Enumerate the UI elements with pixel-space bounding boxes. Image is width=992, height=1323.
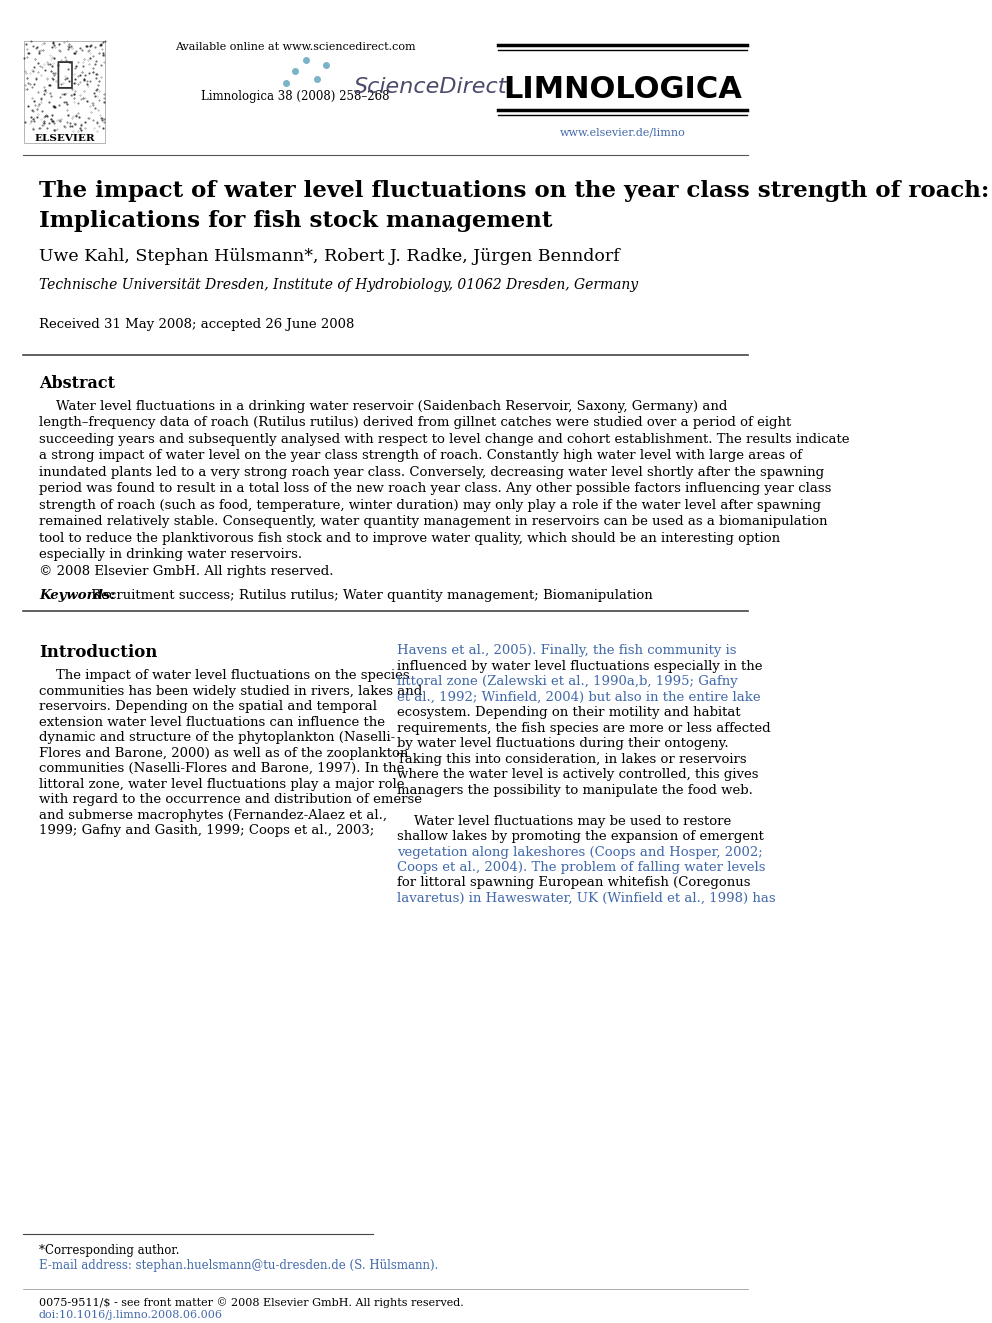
Text: 🌳: 🌳 xyxy=(56,61,73,90)
Text: ScienceDirect: ScienceDirect xyxy=(354,77,508,98)
Text: communities has been widely studied in rivers, lakes and: communities has been widely studied in r… xyxy=(39,684,423,697)
Text: managers the possibility to manipulate the food web.: managers the possibility to manipulate t… xyxy=(397,783,753,796)
Text: Received 31 May 2008; accepted 26 June 2008: Received 31 May 2008; accepted 26 June 2… xyxy=(39,318,354,331)
Text: tool to reduce the planktivorous fish stock and to improve water quality, which : tool to reduce the planktivorous fish st… xyxy=(39,532,780,545)
Text: ELSEVIER: ELSEVIER xyxy=(34,134,95,143)
Text: where the water level is actively controlled, this gives: where the water level is actively contro… xyxy=(397,769,758,781)
Text: by water level fluctuations during their ontogeny.: by water level fluctuations during their… xyxy=(397,737,728,750)
Text: Havens et al., 2005). Finally, the fish community is: Havens et al., 2005). Finally, the fish … xyxy=(397,644,736,658)
Text: length–frequency data of roach (Rutilus rutilus) derived from gillnet catches we: length–frequency data of roach (Rutilus … xyxy=(39,417,792,429)
Text: Uwe Kahl, Stephan Hülsmann*, Robert J. Radke, Jürgen Benndorf: Uwe Kahl, Stephan Hülsmann*, Robert J. R… xyxy=(39,247,620,265)
Text: communities (Naselli-Flores and Barone, 1997). In the: communities (Naselli-Flores and Barone, … xyxy=(39,762,405,775)
Text: Water level fluctuations in a drinking water reservoir (Saidenbach Reservoir, Sa: Water level fluctuations in a drinking w… xyxy=(39,400,727,413)
Text: remained relatively stable. Consequently, water quantity management in reservoir: remained relatively stable. Consequently… xyxy=(39,515,827,528)
Text: and submerse macrophytes (Fernandez-Alaez et al.,: and submerse macrophytes (Fernandez-Alae… xyxy=(39,808,387,822)
Text: The impact of water level fluctuations on the year class strength of roach:: The impact of water level fluctuations o… xyxy=(39,180,989,202)
Text: Abstract: Abstract xyxy=(39,374,115,392)
Text: ecosystem. Depending on their motility and habitat: ecosystem. Depending on their motility a… xyxy=(397,706,740,720)
Text: E-mail address: stephan.huelsmann@tu-dresden.de (S. Hülsmann).: E-mail address: stephan.huelsmann@tu-dre… xyxy=(39,1259,438,1273)
Text: influenced by water level fluctuations especially in the: influenced by water level fluctuations e… xyxy=(397,660,762,672)
Text: Introduction: Introduction xyxy=(39,644,158,662)
Text: Keywords:: Keywords: xyxy=(39,589,115,602)
Text: *Corresponding author.: *Corresponding author. xyxy=(39,1245,180,1257)
Text: especially in drinking water reservoirs.: especially in drinking water reservoirs. xyxy=(39,548,302,561)
Text: extension water level fluctuations can influence the: extension water level fluctuations can i… xyxy=(39,716,385,729)
Text: littoral zone, water level fluctuations play a major role: littoral zone, water level fluctuations … xyxy=(39,778,405,791)
Text: Available online at www.sciencedirect.com: Available online at www.sciencedirect.co… xyxy=(176,42,416,52)
Text: © 2008 Elsevier GmbH. All rights reserved.: © 2008 Elsevier GmbH. All rights reserve… xyxy=(39,565,333,578)
Text: doi:10.1016/j.limno.2008.06.006: doi:10.1016/j.limno.2008.06.006 xyxy=(39,1310,223,1320)
Text: period was found to result in a total loss of the new roach year class. Any othe: period was found to result in a total lo… xyxy=(39,482,831,495)
Text: vegetation along lakeshores (Coops and Hosper, 2002;: vegetation along lakeshores (Coops and H… xyxy=(397,845,763,859)
Text: succeeding years and subsequently analysed with respect to level change and coho: succeeding years and subsequently analys… xyxy=(39,433,849,446)
Text: 0075-9511/$ - see front matter © 2008 Elsevier GmbH. All rights reserved.: 0075-9511/$ - see front matter © 2008 El… xyxy=(39,1298,463,1308)
Text: littoral zone (Zalewski et al., 1990a,b, 1995; Gafny: littoral zone (Zalewski et al., 1990a,b,… xyxy=(397,675,737,688)
Text: 1999; Gafny and Gasith, 1999; Coops et al., 2003;: 1999; Gafny and Gasith, 1999; Coops et a… xyxy=(39,824,374,837)
Text: strength of roach (such as food, temperature, winter duration) may only play a r: strength of roach (such as food, tempera… xyxy=(39,499,821,512)
Text: Recruitment success; Rutilus rutilus; Water quantity management; Biomanipulation: Recruitment success; Rutilus rutilus; Wa… xyxy=(87,589,653,602)
Text: lavaretus) in Haweswater, UK (Winfield et al., 1998) has: lavaretus) in Haweswater, UK (Winfield e… xyxy=(397,892,776,905)
Text: Coops et al., 2004). The problem of falling water levels: Coops et al., 2004). The problem of fall… xyxy=(397,861,765,875)
Text: Water level fluctuations may be used to restore: Water level fluctuations may be used to … xyxy=(397,815,731,827)
Text: for littoral spawning European whitefish (Coregonus: for littoral spawning European whitefish… xyxy=(397,877,750,889)
Text: Limnologica 38 (2008) 258–268: Limnologica 38 (2008) 258–268 xyxy=(201,90,390,103)
Text: requirements, the fish species are more or less affected: requirements, the fish species are more … xyxy=(397,721,771,734)
Text: shallow lakes by promoting the expansion of emergent: shallow lakes by promoting the expansion… xyxy=(397,830,764,843)
Text: Implications for fish stock management: Implications for fish stock management xyxy=(39,210,553,232)
Text: The impact of water level fluctuations on the species: The impact of water level fluctuations o… xyxy=(39,669,410,683)
Text: a strong impact of water level on the year class strength of roach. Constantly h: a strong impact of water level on the ye… xyxy=(39,450,802,462)
Text: inundated plants led to a very strong roach year class. Conversely, decreasing w: inundated plants led to a very strong ro… xyxy=(39,466,824,479)
Text: Taking this into consideration, in lakes or reservoirs: Taking this into consideration, in lakes… xyxy=(397,753,746,766)
Text: Technische Universität Dresden, Institute of Hydrobiology, 01062 Dresden, German: Technische Universität Dresden, Institut… xyxy=(39,278,638,292)
Text: Flores and Barone, 2000) as well as of the zooplankton: Flores and Barone, 2000) as well as of t… xyxy=(39,746,409,759)
Text: reservoirs. Depending on the spatial and temporal: reservoirs. Depending on the spatial and… xyxy=(39,700,377,713)
Text: www.elsevier.de/limno: www.elsevier.de/limno xyxy=(559,128,685,138)
Text: et al., 1992; Winfield, 2004) but also in the entire lake: et al., 1992; Winfield, 2004) but also i… xyxy=(397,691,760,704)
Text: LIMNOLOGICA: LIMNOLOGICA xyxy=(503,75,742,105)
Text: dynamic and structure of the phytoplankton (Naselli-: dynamic and structure of the phytoplankt… xyxy=(39,732,395,744)
Text: with regard to the occurrence and distribution of emerse: with regard to the occurrence and distri… xyxy=(39,792,422,806)
